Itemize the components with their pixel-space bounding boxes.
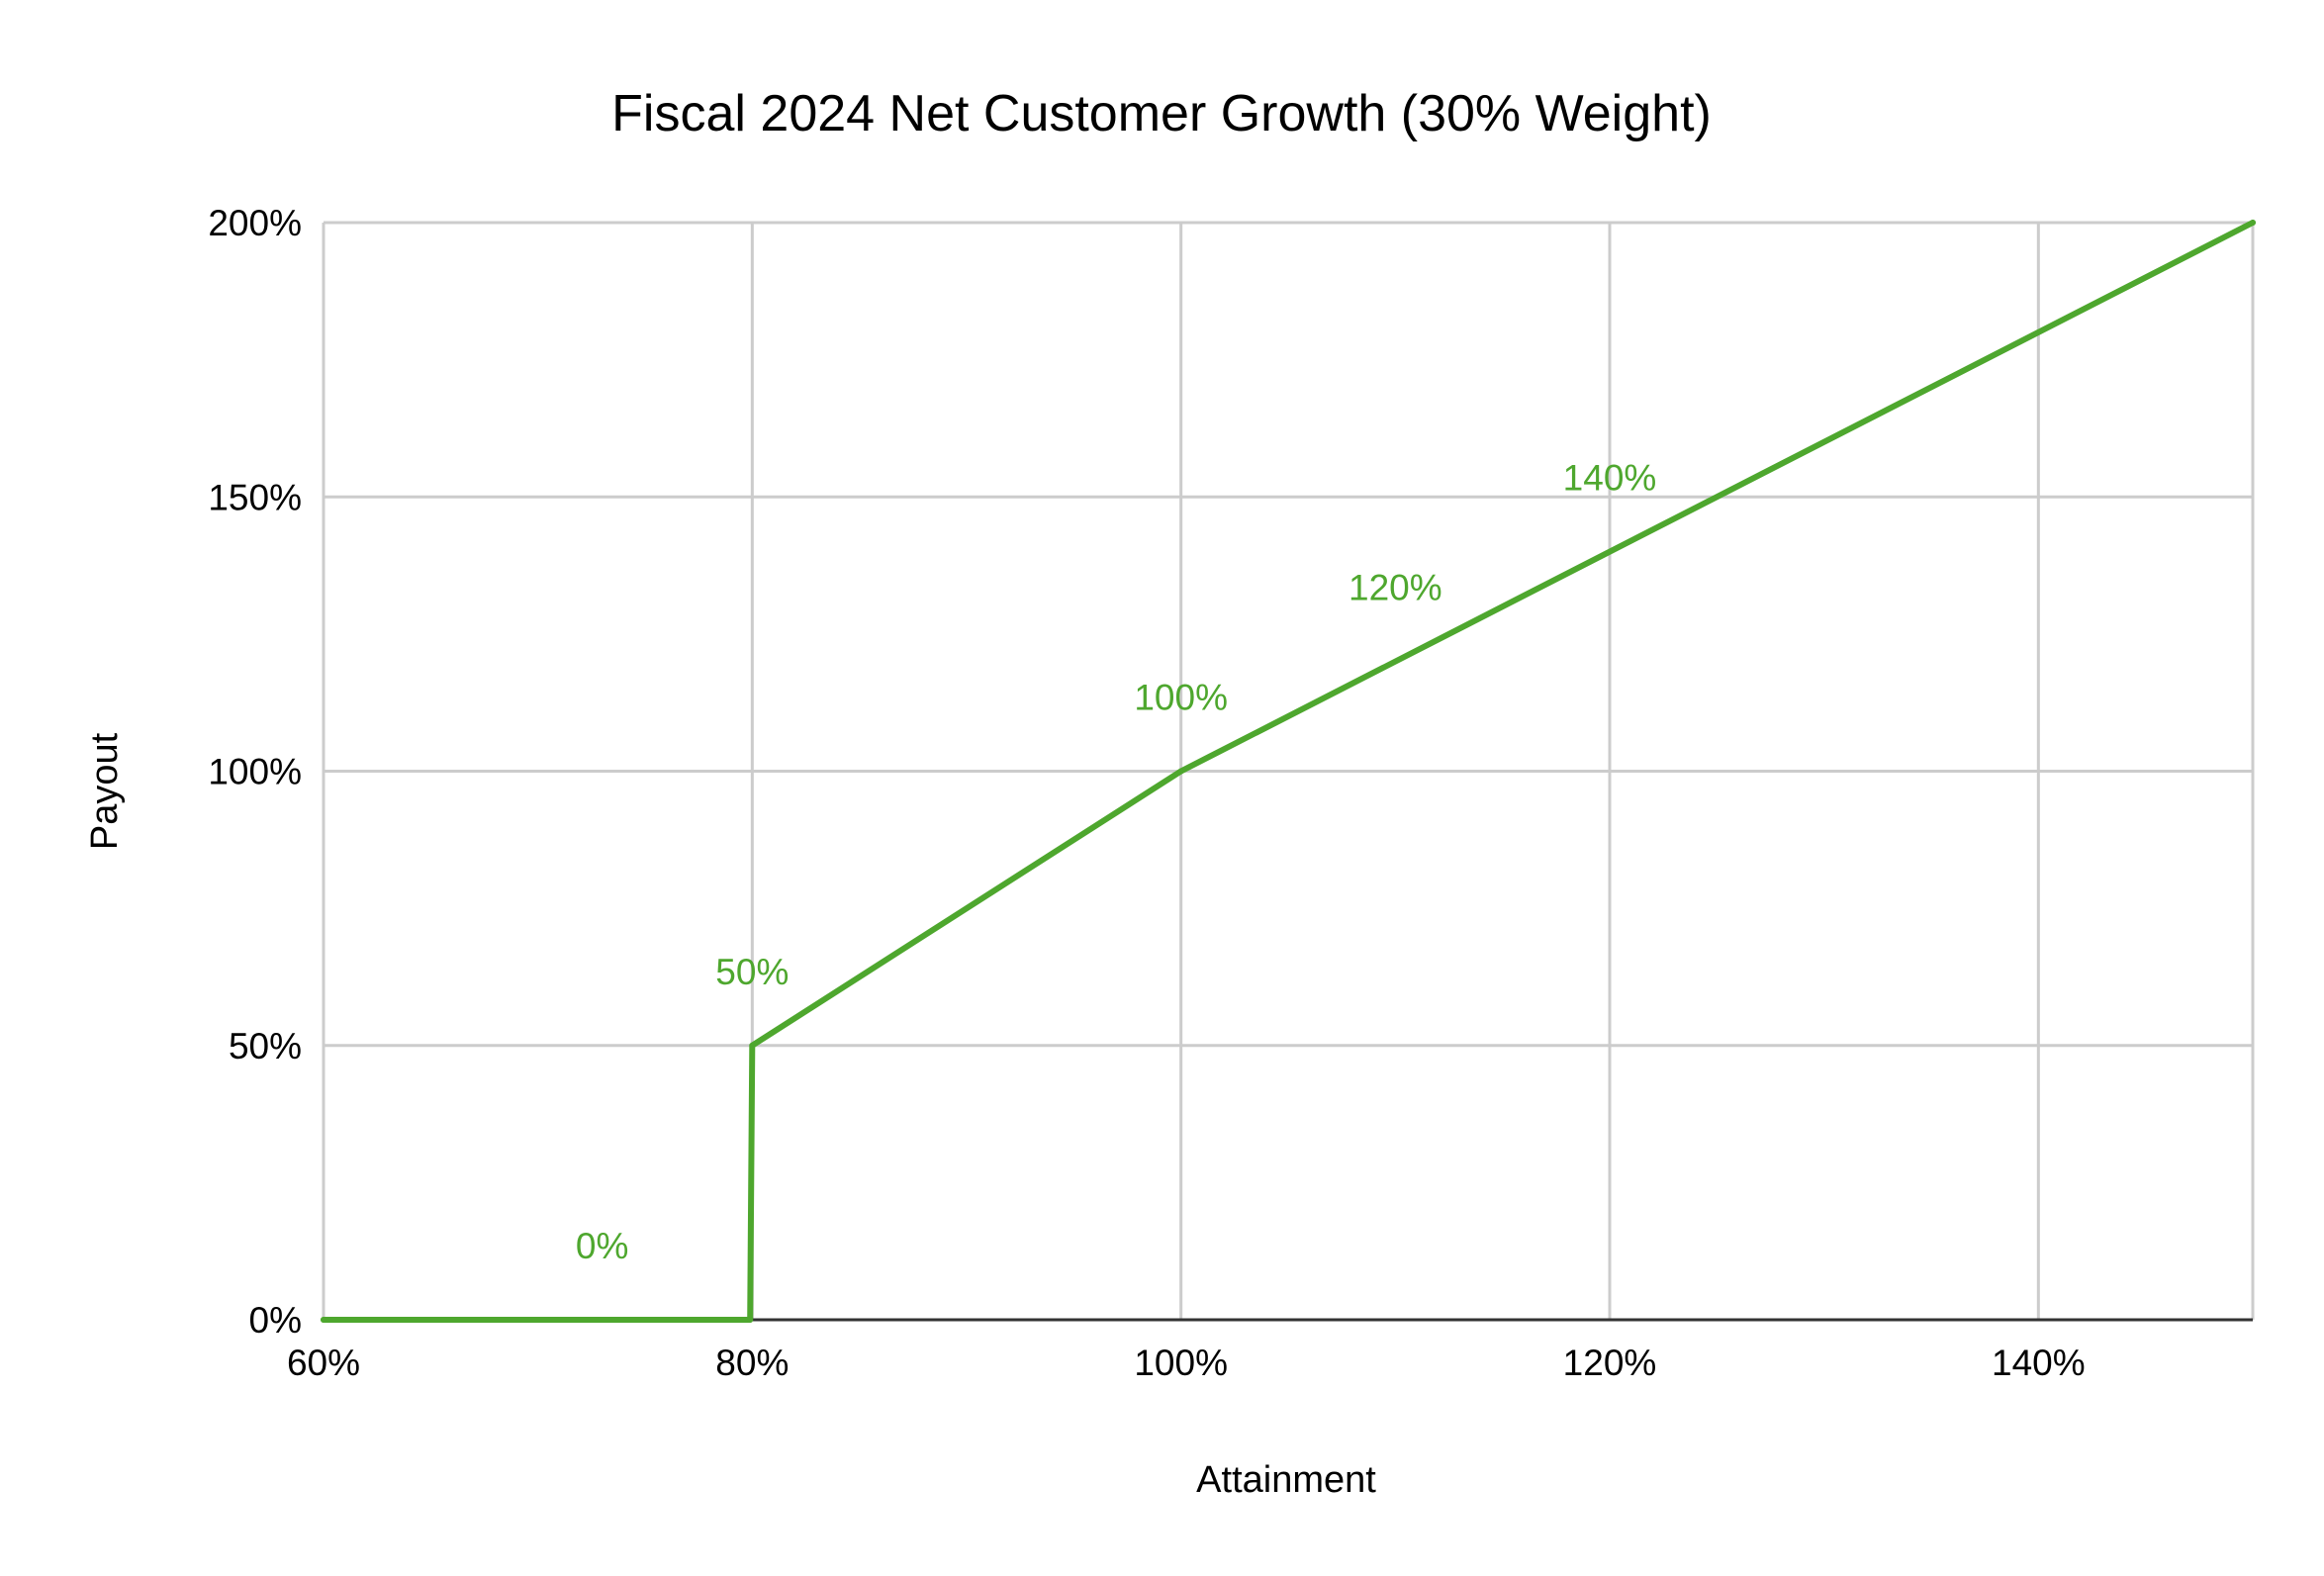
data-label: 0% xyxy=(576,1226,628,1266)
y-tick-label: 100% xyxy=(208,752,302,792)
y-axis-title: Payout xyxy=(84,732,126,850)
y-tick-label: 200% xyxy=(208,203,302,243)
chart-title: Fiscal 2024 Net Customer Growth (30% Wei… xyxy=(611,85,1712,142)
data-labels: 0% 50% 100% 120% 140% xyxy=(576,458,1656,1266)
x-tick-label: 140% xyxy=(1992,1343,2086,1383)
grid-lines xyxy=(322,221,2255,1320)
data-point xyxy=(321,1317,326,1323)
y-tick-label: 50% xyxy=(229,1026,302,1066)
data-point xyxy=(747,1317,754,1323)
data-point xyxy=(1177,768,1184,775)
data-point xyxy=(2250,220,2256,226)
x-tick-label: 80% xyxy=(715,1343,789,1383)
data-label: 140% xyxy=(1563,458,1657,499)
data-label: 100% xyxy=(1134,678,1228,718)
x-axis-title: Attainment xyxy=(1196,1459,1376,1501)
x-tick-label: 120% xyxy=(1563,1343,1657,1383)
data-point xyxy=(749,1042,756,1049)
y-tick-label: 150% xyxy=(208,477,302,517)
x-tick-label: 100% xyxy=(1134,1343,1228,1383)
data-label: 120% xyxy=(1348,568,1442,608)
y-tick-label: 0% xyxy=(249,1300,302,1341)
x-tick-label: 60% xyxy=(287,1343,360,1383)
data-label: 50% xyxy=(715,952,789,992)
series-layer xyxy=(321,220,2256,1323)
axes: 0% 50% 100% 150% 200% 60% 80% 100% 120% 140% xyxy=(208,203,2253,1383)
